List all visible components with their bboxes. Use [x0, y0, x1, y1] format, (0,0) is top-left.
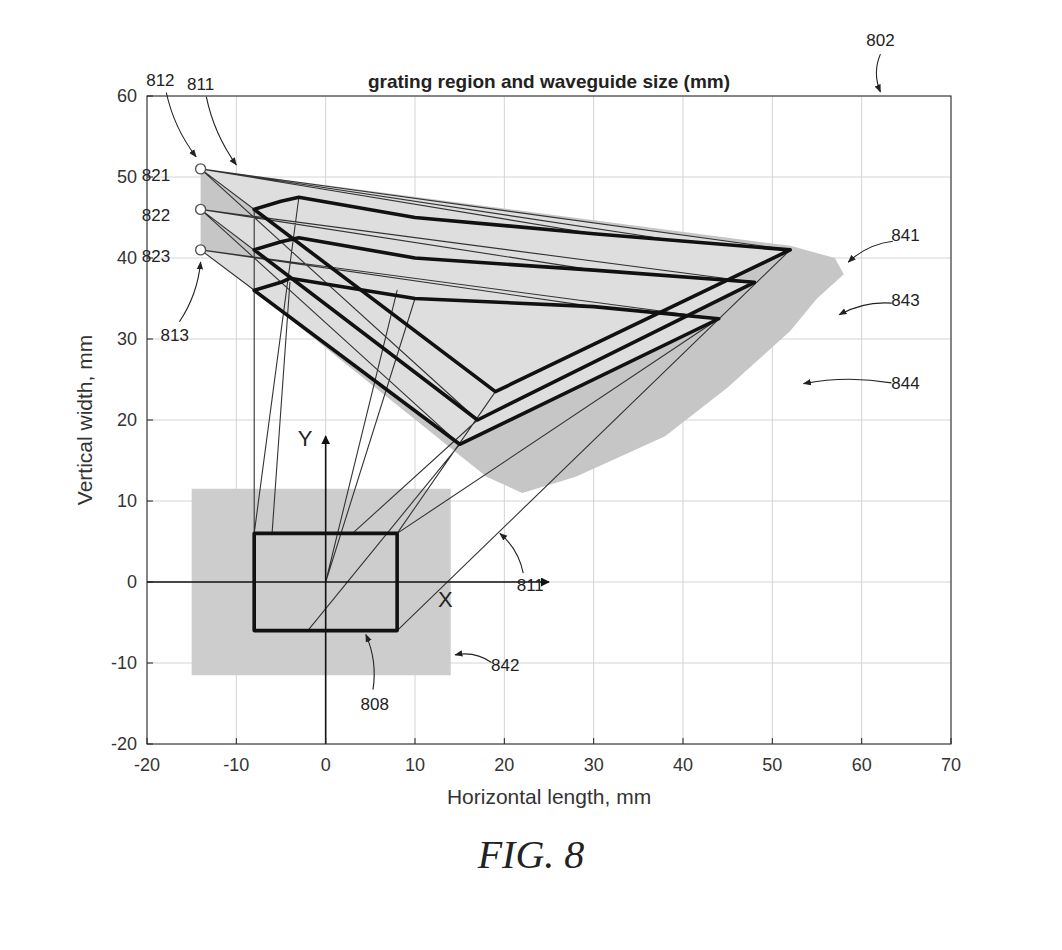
tick-label-x: 0 [321, 755, 331, 775]
leader-line [206, 97, 236, 165]
tick-label-y: 40 [117, 248, 137, 268]
tick-label-y: 30 [117, 329, 137, 349]
grid-line-y [147, 177, 951, 178]
leader-line [839, 303, 892, 315]
tick-y [147, 663, 153, 664]
tick-y [147, 744, 153, 745]
tick-x [593, 738, 594, 744]
annotation-label: 808 [361, 695, 389, 714]
leader-line [166, 93, 196, 157]
tick-label-x: -10 [223, 755, 249, 775]
tick-label-x: 10 [405, 755, 425, 775]
tick-x [147, 738, 148, 744]
tick-x [772, 738, 773, 744]
annotation-label: 842 [491, 656, 519, 675]
tick-label-y: -10 [111, 653, 137, 673]
leader-line [876, 54, 880, 92]
annotation-label: 813 [161, 326, 189, 345]
shaded-region [201, 250, 719, 444]
tick-y [147, 339, 153, 340]
tick-y [147, 582, 153, 583]
tick-label-y: 20 [117, 410, 137, 430]
tick-label-x: 20 [494, 755, 514, 775]
y-axis-label: Vertical width, mm [73, 335, 96, 505]
axis-arrow [325, 436, 327, 744]
outline [254, 197, 790, 391]
annotation-label: 812 [146, 71, 174, 90]
tick-label-y: 0 [127, 572, 137, 592]
tick-label-x: 30 [584, 755, 604, 775]
tick-y [147, 420, 153, 421]
title: grating region and waveguide size (mm) [368, 71, 730, 92]
tick-x [951, 738, 952, 744]
annotation-label: 843 [891, 291, 919, 310]
plot-frame [147, 96, 951, 744]
axis-arrow [147, 581, 549, 583]
leader-line [179, 262, 200, 322]
tick-label-x: 50 [762, 755, 782, 775]
tick-label-x: -20 [134, 755, 160, 775]
tick-label-x: 70 [941, 755, 961, 775]
point [196, 204, 206, 214]
ticks: -20 -10 0 10 20 30 40 50 60 70 -20 -10 0 10 20 30 40 50 60 [111, 86, 961, 775]
plot-background [147, 96, 951, 744]
annotation-label: X [438, 587, 453, 612]
x-axis-label: Horizontal length, mm [447, 785, 651, 808]
grid-line-y [147, 582, 951, 583]
tick-label-y: -20 [111, 734, 137, 754]
tick-x [504, 738, 505, 744]
tick-label-y: 60 [117, 86, 137, 106]
annotation-label: 811 [187, 75, 214, 94]
outline [254, 278, 719, 444]
tick-label-y: 50 [117, 167, 137, 187]
chart: -20 -10 0 10 20 30 40 50 60 70 -20 -10 0 10 20 30 40 50 60… [0, 0, 1062, 950]
grid [147, 96, 951, 744]
tick-label-y: 10 [117, 491, 137, 511]
leader-line [804, 379, 892, 383]
point [196, 245, 206, 255]
leader-line [366, 635, 374, 690]
annotation-label: Y [298, 426, 313, 451]
annotation-label: 841 [891, 226, 919, 245]
annotation-label: 821 [142, 166, 170, 185]
tick-x [415, 738, 416, 744]
annotation-label: 802 [866, 31, 894, 50]
leader-line [500, 533, 523, 573]
tick-x [236, 738, 237, 744]
outline [254, 238, 754, 420]
tick-x [325, 738, 326, 744]
tick-x [683, 738, 684, 744]
tick-x [861, 738, 862, 744]
tick-y [147, 501, 153, 502]
annotation-label: 823 [142, 247, 170, 266]
tick-label-x: 60 [852, 755, 872, 775]
tick-y [147, 96, 153, 97]
annotations: 802 812 811 821 822 823 813 841 843 844 811 808 842 X… [142, 31, 920, 713]
annotation-label: 811 [517, 576, 544, 595]
leader-line [455, 654, 491, 663]
annotation-label: 844 [891, 374, 919, 393]
leader-line [848, 241, 893, 262]
plot-data [147, 164, 844, 744]
point [196, 164, 206, 174]
annotation-label: 822 [142, 206, 170, 225]
ray-line [201, 169, 791, 631]
tick-label-x: 40 [673, 755, 693, 775]
figure-caption: FIG. 8 [477, 832, 585, 877]
